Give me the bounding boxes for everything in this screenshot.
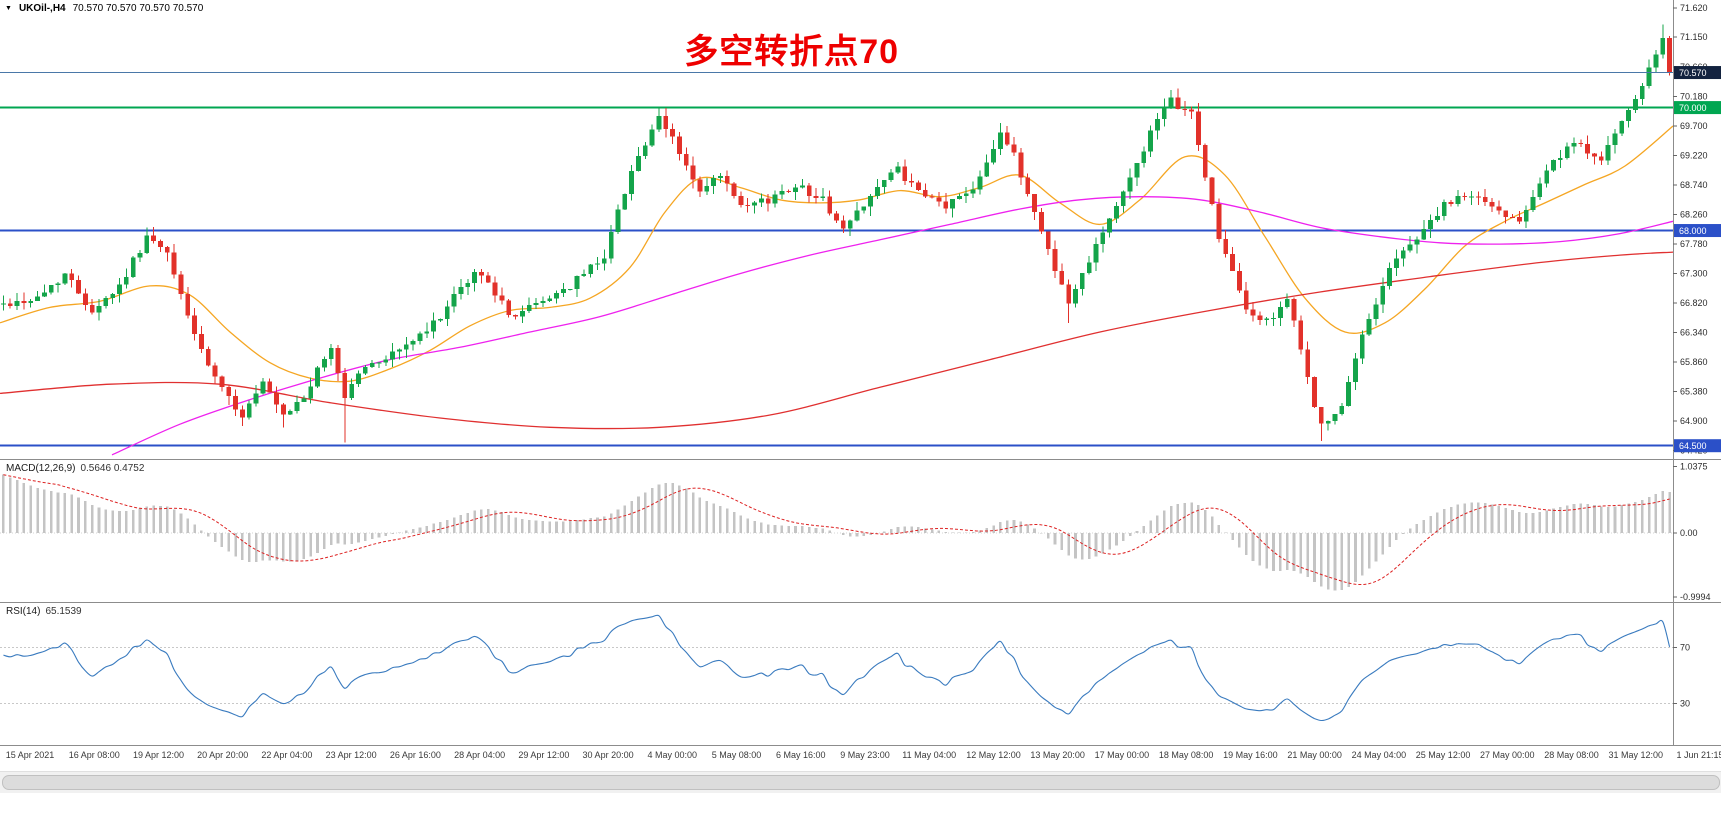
- rsi-axis-label: 30: [1680, 698, 1690, 708]
- svg-text:64.500: 64.500: [1679, 441, 1707, 451]
- price-tag-68.000: 68.000: [1674, 224, 1721, 238]
- rsi-value: 65.1539: [45, 606, 82, 617]
- price-tag-64.500: 64.500: [1674, 439, 1721, 453]
- time-axis-label: 29 Apr 12:00: [518, 750, 569, 760]
- time-axis-label: 16 Apr 08:00: [69, 750, 120, 760]
- time-axis-label: 30 Apr 20:00: [583, 750, 634, 760]
- time-axis-label: 28 Apr 04:00: [454, 750, 505, 760]
- macd-histogram: [2, 474, 1671, 591]
- time-axis-label: 13 May 20:00: [1030, 750, 1085, 760]
- time-axis-label: 26 Apr 16:00: [390, 750, 441, 760]
- ma-line-medium-magenta: [111, 196, 1673, 456]
- time-axis-label: 6 May 16:00: [776, 750, 826, 760]
- price-axis-label: 68.740: [1680, 180, 1708, 190]
- price-axis-label: 67.300: [1680, 269, 1708, 279]
- macd-axis-label: -0.9994: [1680, 592, 1711, 602]
- macd-axis-label: 0.00: [1680, 528, 1698, 538]
- price-axis[interactable]: 71.62071.15070.66070.18069.70069.22068.7…: [1673, 0, 1721, 745]
- time-axis-label: 24 May 04:00: [1352, 750, 1407, 760]
- time-axis[interactable]: 15 Apr 2021 16 Apr 08:00 19 Apr 12:00 20 Ap…: [6, 750, 1721, 760]
- time-axis-label: 4 May 00:00: [648, 750, 698, 760]
- time-axis-label: 23 Apr 12:00: [326, 750, 377, 760]
- rsi-line: [3, 614, 1671, 722]
- macd-panel: [0, 474, 1673, 591]
- scrollbar-thumb[interactable]: [2, 775, 1720, 790]
- candles: [1, 24, 1672, 443]
- svg-text:70.570: 70.570: [1679, 68, 1707, 78]
- time-axis-label: 17 May 00:00: [1095, 750, 1150, 760]
- time-axis-label: 25 May 12:00: [1416, 750, 1471, 760]
- price-axis-label: 65.860: [1680, 357, 1708, 367]
- time-axis-label: 27 May 00:00: [1480, 750, 1535, 760]
- price-axis-label: 70.180: [1680, 92, 1708, 102]
- time-axis-label: 19 May 16:00: [1223, 750, 1278, 760]
- time-axis-label: 22 Apr 04:00: [261, 750, 312, 760]
- price-axis-label: 69.220: [1680, 151, 1708, 161]
- price-axis-label: 64.900: [1680, 416, 1708, 426]
- rsi-name: RSI(14): [6, 606, 41, 617]
- time-axis-label: 1 Jun 21:15: [1676, 750, 1721, 760]
- time-axis-label: 9 May 23:00: [840, 750, 890, 760]
- time-axis-label: 28 May 08:00: [1544, 750, 1599, 760]
- time-axis-label: 20 Apr 20:00: [197, 750, 248, 760]
- svg-text:70.000: 70.000: [1679, 103, 1707, 113]
- rsi-panel: [0, 614, 1673, 722]
- time-axis-label: 15 Apr 2021: [6, 750, 55, 760]
- price-axis-label: 67.780: [1680, 239, 1708, 249]
- time-axis-label: 31 May 12:00: [1608, 750, 1663, 760]
- price-axis-label: 69.700: [1680, 121, 1708, 131]
- price-axis-label: 71.150: [1680, 32, 1708, 42]
- rsi-axis-label: 70: [1680, 642, 1690, 652]
- time-axis-label: 18 May 08:00: [1159, 750, 1214, 760]
- time-axis-label: 11 May 04:00: [902, 750, 956, 760]
- macd-axis-label: 1.0375: [1680, 461, 1708, 471]
- macd-signal-line: [3, 474, 1670, 586]
- time-axis-label: 21 May 00:00: [1287, 750, 1342, 760]
- symbol-info-bar: ▼ UKOil-,H4 70.570 70.570 70.570 70.570: [5, 3, 203, 14]
- horizontal-scrollbar[interactable]: [0, 771, 1721, 793]
- macd-indicator-label: MACD(12,26,9) 0.5646 0.4752: [6, 463, 144, 474]
- rsi-indicator-label: RSI(14) 65.1539: [6, 606, 82, 617]
- price-axis-label: 66.340: [1680, 328, 1708, 338]
- ma-line-slow-red: [0, 251, 1673, 430]
- symbol-label: UKOil-,H4: [18, 3, 66, 14]
- horizontal-price-lines[interactable]: [0, 106, 1673, 447]
- ohlc-values: 70.570 70.570 70.570 70.570: [72, 3, 204, 14]
- time-axis-label: 5 May 08:00: [712, 750, 762, 760]
- symbol-dropdown-icon[interactable]: ▼: [5, 5, 12, 12]
- chart-annotation-title: 多空转折点70: [684, 33, 900, 71]
- price-tag-70.000: 70.000: [1674, 101, 1721, 115]
- ma-line-fast-orange: [0, 125, 1673, 383]
- price-axis-label: 66.820: [1680, 298, 1708, 308]
- macd-values: 0.5646 0.4752: [80, 463, 145, 474]
- time-axis-label: 19 Apr 12:00: [133, 750, 184, 760]
- macd-name: MACD(12,26,9): [6, 463, 76, 474]
- svg-text:68.000: 68.000: [1679, 226, 1707, 236]
- price-axis-label: 65.380: [1680, 387, 1708, 397]
- price-tag-70.570: 70.570: [1674, 66, 1721, 80]
- time-axis-label: 12 May 12:00: [966, 750, 1021, 760]
- price-axis-label: 68.260: [1680, 210, 1708, 220]
- price-axis-label: 71.620: [1680, 3, 1708, 13]
